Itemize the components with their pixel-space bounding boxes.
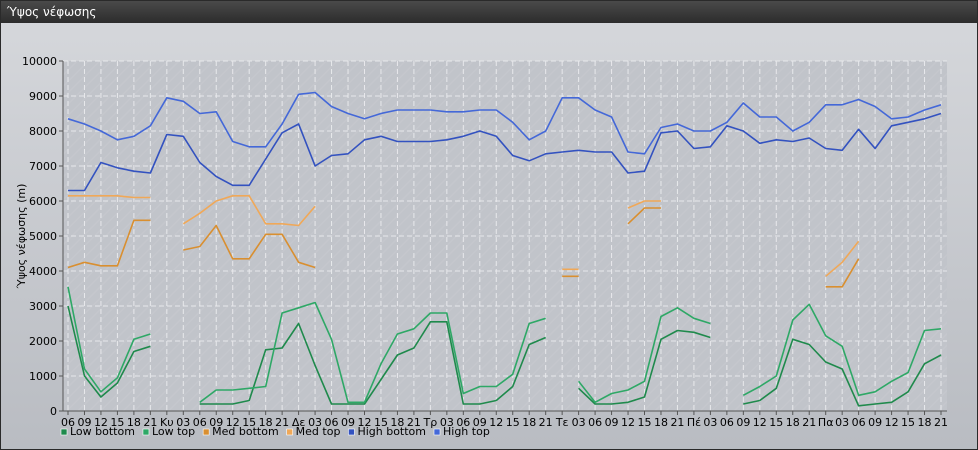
series-lines [67, 91, 942, 407]
x-tick-label: Τρ [423, 416, 438, 429]
x-tick-label: 09 [605, 416, 619, 429]
series-line [67, 91, 942, 155]
legend-swatch [142, 428, 150, 436]
series-line [67, 207, 860, 288]
x-tick-label: 18 [259, 416, 273, 429]
x-tick-label: 06 [193, 416, 207, 429]
x-tick-label: 03 [572, 416, 586, 429]
x-tick-label: 09 [341, 416, 355, 429]
legend-label: Med bottom [212, 425, 279, 438]
legend-label: Low bottom [70, 425, 135, 438]
x-tick-label: 12 [489, 416, 503, 429]
x-tick-label: 09 [736, 416, 750, 429]
window-title: Ύψος νέφωσης [7, 5, 97, 19]
legend-label: High top [443, 425, 490, 438]
y-tick-label: 3000 [29, 300, 57, 313]
x-tick-label: 03 [440, 416, 454, 429]
x-tick-label: 18 [918, 416, 932, 429]
x-tick-label: 18 [390, 416, 404, 429]
series-line [68, 195, 860, 277]
x-tick-label: 12 [226, 416, 240, 429]
legend-label: High bottom [357, 425, 426, 438]
legend: Low bottom Low top Med bottom Med top High b… [60, 425, 490, 438]
y-tick-label: 0 [50, 405, 57, 418]
x-tick-label: 18 [127, 416, 141, 429]
x-tick-label: Τε [555, 416, 569, 429]
x-tick-label: Κυ [160, 416, 174, 429]
x-tick-label: 21 [407, 416, 421, 429]
legend-swatch [286, 428, 293, 436]
x-tick-label: 09 [868, 416, 882, 429]
y-axis-label: Ύψος νέφωσης (m) [15, 184, 28, 290]
legend-swatch [348, 428, 355, 436]
x-tick-label: 21 [934, 416, 948, 429]
y-axis: 0 1000 2000 3000 4000 5000 6000 7000 8000 9000 100… [22, 55, 63, 418]
x-tick-label: 09 [473, 416, 487, 429]
x-tick-label: 18 [654, 416, 668, 429]
x-tick-label: 03 [703, 416, 717, 429]
x-tick-label: 06 [456, 416, 470, 429]
y-tick-label: 4000 [29, 265, 57, 278]
x-tick-label: 21 [143, 416, 157, 429]
x-tick-label: 15 [638, 416, 652, 429]
y-tick-label: 8000 [29, 125, 57, 138]
x-tick-label: 06 [61, 416, 75, 429]
x-tick-label: Δε [292, 416, 306, 429]
x-tick-label: 12 [885, 416, 899, 429]
x-tick-label: 03 [176, 416, 190, 429]
x-tick-label: 03 [308, 416, 322, 429]
x-tick-label: 09 [209, 416, 223, 429]
x-tick-label: 21 [670, 416, 684, 429]
y-tick-label: 5000 [29, 230, 57, 243]
cloud-height-chart: 0 1000 2000 3000 4000 5000 6000 7000 8000 9000 100… [15, 55, 948, 438]
x-tick-label: 15 [769, 416, 783, 429]
x-tick-label: 09 [77, 416, 91, 429]
x-tick-label: 12 [357, 416, 371, 429]
legend-swatch [202, 428, 210, 436]
title-bar: Ύψος νέφωσης [1, 1, 977, 23]
series-line [67, 305, 942, 407]
x-tick-label: 21 [539, 416, 553, 429]
x-tick-label: 06 [852, 416, 866, 429]
legend-swatch [433, 428, 441, 436]
y-tick-label: 10000 [22, 55, 57, 68]
y-tick-label: 9000 [29, 90, 57, 103]
series-line [67, 286, 942, 404]
x-axis: 06 09 12 15 18 21 Κυ 03 06 09 12 15 18 21 Δε 03 06 09 12 15… [61, 411, 948, 429]
x-tick-label: 06 [325, 416, 339, 429]
grid [63, 60, 947, 411]
y-tick-label: 7000 [29, 160, 57, 173]
series-line [68, 112, 942, 192]
x-tick-label: 15 [901, 416, 915, 429]
x-tick-label: Πα [818, 416, 834, 429]
x-tick-label: 18 [786, 416, 800, 429]
x-tick-label: 15 [506, 416, 520, 429]
legend-label: Low top [152, 425, 195, 438]
x-tick-label: 21 [802, 416, 816, 429]
x-tick-label: 06 [720, 416, 734, 429]
x-tick-label: 06 [588, 416, 602, 429]
y-tick-label: 1000 [29, 370, 57, 383]
x-tick-label: 15 [374, 416, 388, 429]
x-tick-label: 12 [621, 416, 635, 429]
x-tick-label: 15 [110, 416, 124, 429]
y-tick-label: 6000 [29, 195, 57, 208]
x-tick-label: 18 [522, 416, 536, 429]
legend-swatch [60, 428, 68, 436]
x-tick-label: Πέ [687, 416, 701, 429]
y-tick-label: 2000 [29, 335, 57, 348]
x-tick-label: 12 [94, 416, 108, 429]
x-tick-label: 12 [753, 416, 767, 429]
x-tick-label: 15 [242, 416, 256, 429]
x-tick-label: 21 [275, 416, 289, 429]
legend-label: Med top [296, 425, 341, 438]
x-tick-label: 03 [835, 416, 849, 429]
